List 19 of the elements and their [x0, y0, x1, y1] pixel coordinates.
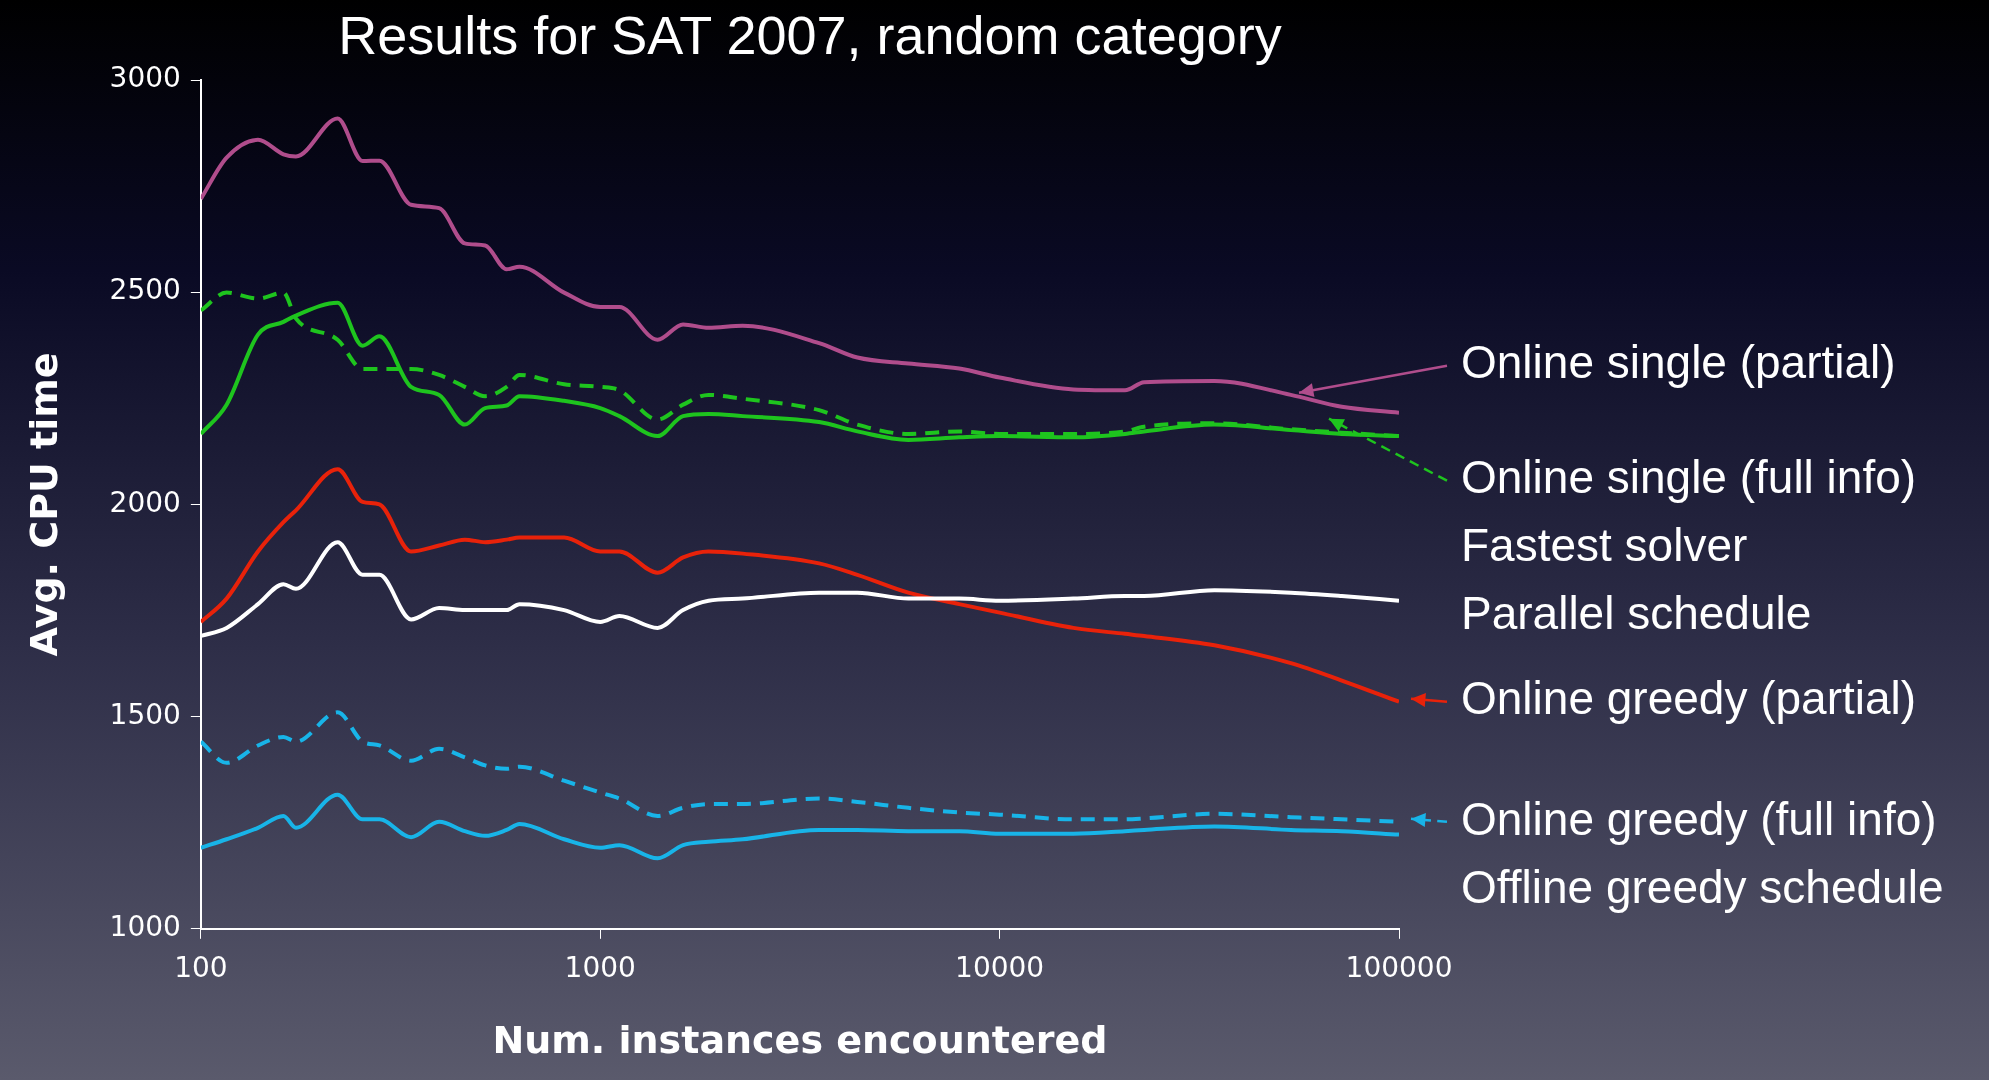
- y-tick-label: 2000: [109, 485, 181, 519]
- y-tick-label: 1500: [109, 697, 181, 731]
- legend-label: Online single (full info): [1461, 451, 1917, 504]
- series-label: Offline greedy schedule: [1461, 860, 1944, 913]
- legend-label: Online greedy (full info): [1461, 792, 1937, 845]
- chart-title: Results for SAT 2007, random category: [338, 5, 1282, 65]
- text: Fastest solver: [1461, 519, 1748, 572]
- series-label: Parallel schedule: [1461, 587, 1812, 640]
- y-tick-label: 1000: [109, 910, 181, 944]
- y-tick-label: 2500: [109, 273, 181, 307]
- legend-label: Online single (partial): [1461, 336, 1896, 389]
- y-axis-title: Avg. CPU time: [21, 352, 66, 657]
- legend-label: Online greedy (partial): [1461, 672, 1917, 725]
- y-tick-label: 3000: [109, 61, 181, 95]
- x-tick-label: 100: [174, 950, 228, 984]
- x-axis-title: Num. instances encountered: [492, 1018, 1108, 1063]
- x-tick-label: 100000: [1345, 950, 1453, 984]
- x-tick-label: 1000: [564, 950, 636, 984]
- x-tick-label: 10000: [955, 950, 1045, 984]
